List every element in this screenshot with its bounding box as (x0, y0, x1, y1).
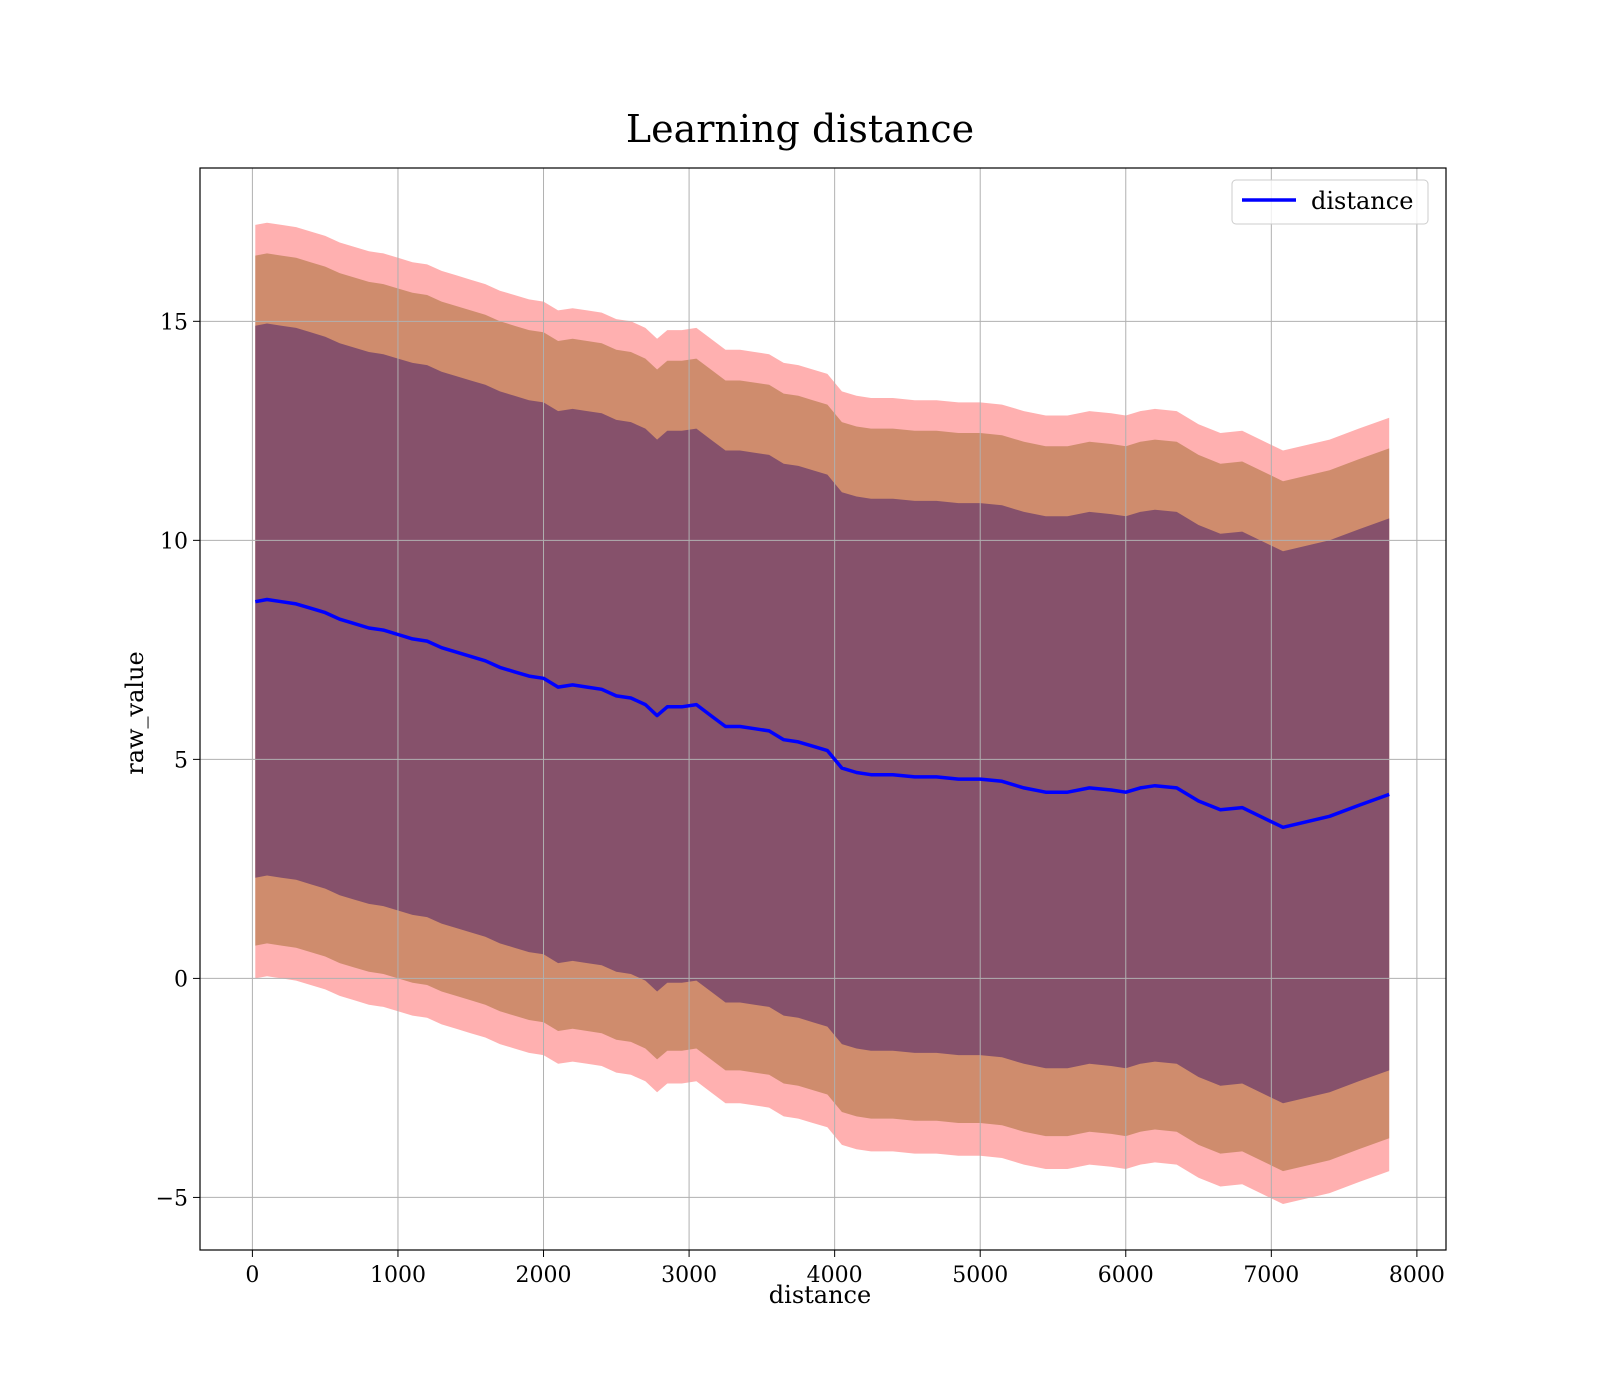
x-tick-label: 0 (245, 1263, 259, 1288)
legend: distance (1231, 179, 1429, 225)
plot-frame (199, 167, 1447, 1251)
series-line-distance (254, 597, 1390, 830)
grid (200, 168, 1446, 1250)
x-tick-label: 8000 (1389, 1263, 1445, 1288)
chart-title: Learning distance (626, 107, 974, 151)
y-tick-label: 10 (160, 529, 188, 554)
band-inner (255, 323, 1390, 1104)
x-tick-label: 3000 (661, 1263, 717, 1288)
y-tick-label: 15 (160, 310, 188, 335)
x-tick-label: 6000 (1098, 1263, 1154, 1288)
y-tick-label: 5 (174, 748, 188, 773)
x-tick-label: 2000 (516, 1263, 572, 1288)
legend-label-distance: distance (1311, 187, 1413, 215)
y-tick-label: −5 (156, 1186, 188, 1211)
plot-area (199, 167, 1447, 1251)
x-axis-ticks: 0 1000 2000 3000 4000 5000 6000 7000 8000 (245, 1250, 1445, 1288)
confidence-bands (255, 222, 1390, 1205)
x-tick-label: 5000 (952, 1263, 1008, 1288)
y-axis-ticks: −5 0 5 10 15 (156, 310, 200, 1211)
x-axis-label: distance (769, 1281, 871, 1309)
y-tick-label: 0 (174, 967, 188, 992)
x-tick-label: 7000 (1243, 1263, 1299, 1288)
x-tick-label: 4000 (807, 1263, 863, 1288)
y-axis-label: raw_value (121, 651, 149, 775)
legend-box (1231, 179, 1429, 225)
x-tick-label: 1000 (370, 1263, 426, 1288)
